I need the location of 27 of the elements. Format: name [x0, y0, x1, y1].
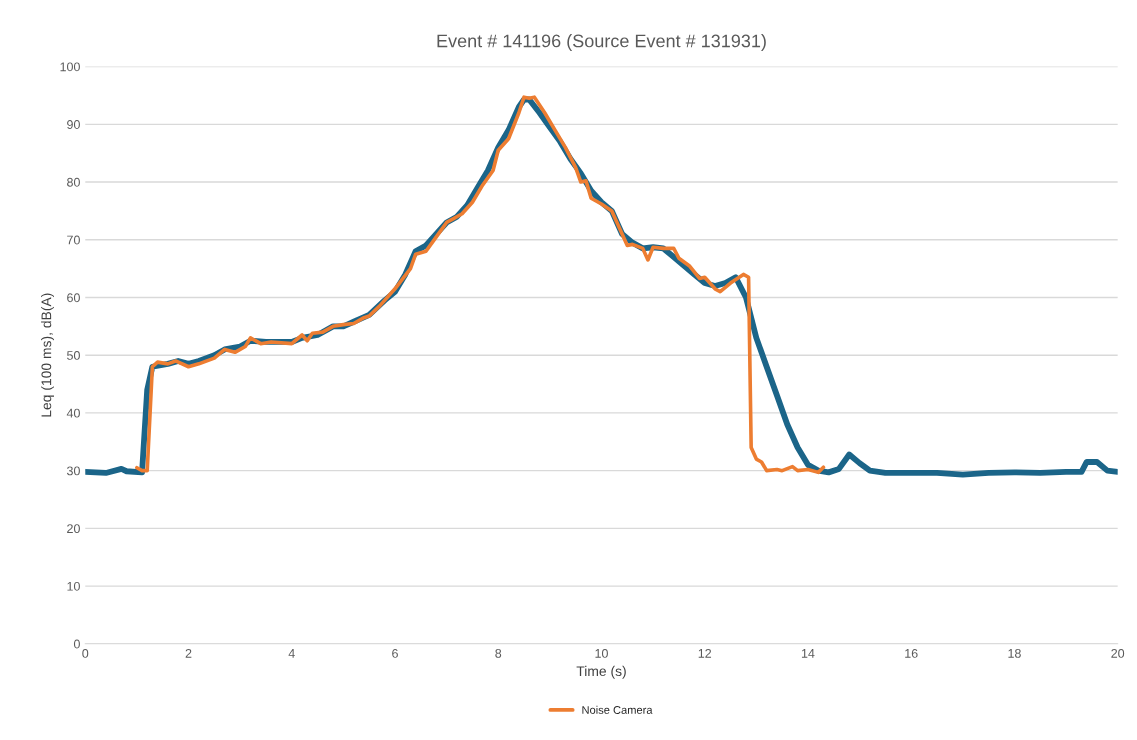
- x-tick-label: 16: [905, 648, 918, 658]
- y-tick-label: 90: [67, 120, 80, 129]
- x-tick-label: 20: [1111, 648, 1125, 658]
- x-tick-label: 2: [185, 648, 192, 658]
- x-tick-label: 8: [495, 648, 502, 658]
- x-tick-label: 10: [595, 648, 608, 658]
- x-tick-label: 18: [1008, 648, 1021, 658]
- y-tick-label: 0: [73, 639, 80, 649]
- y-tick-label: 10: [67, 581, 80, 591]
- legend-label: Noise Camera: [582, 705, 653, 714]
- y-tick-label: 70: [67, 235, 80, 245]
- x-tick-label: 12: [698, 648, 712, 658]
- y-tick-label: 60: [67, 293, 80, 303]
- y-axis-title: Leq (100 ms), dB(A): [41, 293, 54, 417]
- y-tick-label: 100: [60, 62, 80, 72]
- x-tick-label: 6: [392, 648, 398, 658]
- y-tick-label: 80: [67, 177, 80, 187]
- chart-title: Event # 141196 (Source Event # 131931): [437, 34, 766, 51]
- x-tick-label: 4: [288, 649, 295, 658]
- x-tick-label: 0: [82, 648, 89, 658]
- y-tick-label: 40: [66, 408, 80, 418]
- x-axis-title: Time (s): [576, 665, 626, 679]
- y-tick-label: 20: [67, 524, 80, 534]
- line-series: [135, 95, 826, 475]
- x-tick-label: 14: [801, 649, 815, 658]
- y-tick-label: 50: [67, 351, 80, 360]
- y-tick-label: 30: [66, 466, 80, 476]
